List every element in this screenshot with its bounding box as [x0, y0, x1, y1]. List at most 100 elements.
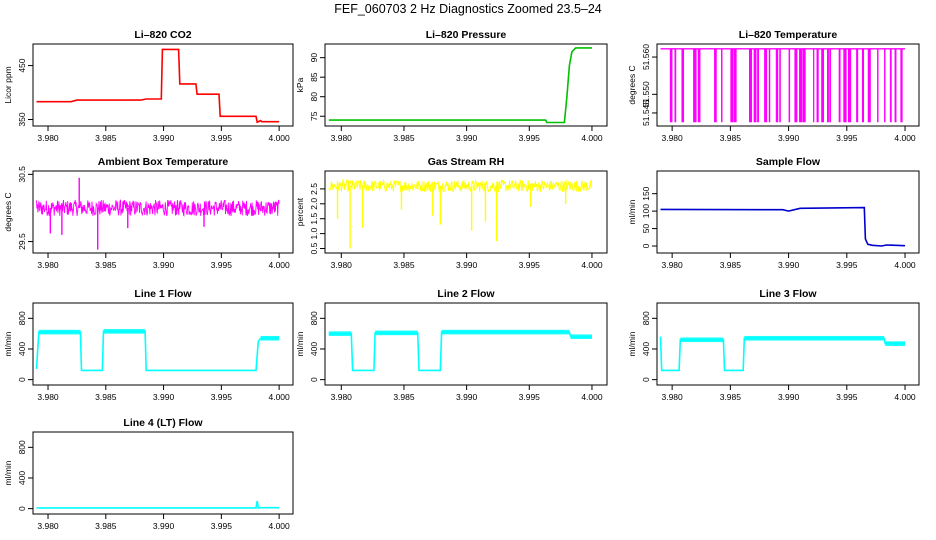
series-drop [681, 48, 685, 123]
y-tick-label: 800 [17, 440, 27, 454]
x-tick-label: 3.990 [456, 133, 478, 143]
y-axis-label: degrees C [627, 65, 637, 104]
chart-panel-7: Line 1 Flow 3.980 3.985 3.990 3.995 4.000 0 400… [3, 288, 294, 402]
series-noise-band [680, 337, 724, 343]
y-tick-label: 2.0 [309, 198, 319, 210]
x-tick-label: 4.000 [268, 521, 290, 531]
y-tick-label: 0 [17, 506, 27, 511]
chart-panel-6: Sample Flow 3.980 3.985 3.990 3.995 4.000 0 50 1… [627, 156, 920, 270]
series-drop [748, 48, 753, 123]
x-tick-label: 3.990 [153, 521, 175, 531]
y-tick-label: 75 [309, 111, 319, 121]
x-tick-label: 3.995 [836, 392, 858, 402]
x-tick-label: 3.980 [331, 392, 353, 402]
x-tick-label: 3.980 [37, 133, 59, 143]
series-line [660, 206, 906, 247]
panel-title: Line 3 Flow [759, 288, 817, 300]
series-line [36, 199, 280, 217]
series-line [659, 336, 905, 372]
figure-title: FEF_060703 2 Hz Diagnostics Zoomed 23.5–… [334, 2, 602, 16]
x-tick-label: 3.990 [778, 392, 800, 402]
x-tick-label: 3.985 [95, 260, 117, 270]
panel-title: Li–820 Temperature [739, 29, 838, 41]
plot-area [328, 178, 593, 249]
x-tick-label: 3.995 [519, 260, 541, 270]
panel-title: Sample Flow [756, 156, 821, 168]
chart-panel-9: Line 3 Flow 3.980 3.985 3.990 3.995 4.000 0 400… [627, 288, 920, 402]
x-tick-label: 3.995 [836, 133, 858, 143]
y-axis-label: ml/min [3, 460, 13, 485]
series-drop [847, 48, 852, 123]
plot-frame [324, 302, 608, 386]
series-drop [730, 48, 734, 123]
x-tick-label: 3.980 [331, 260, 353, 270]
series-drop [894, 48, 897, 123]
plot-area [659, 335, 906, 372]
series-drop [900, 48, 903, 123]
x-tick-label: 3.995 [836, 260, 858, 270]
y-tick-label: 30.5 [17, 166, 27, 183]
y-tick-label: 150 [641, 186, 651, 200]
series-drop [889, 48, 892, 123]
series-drop [775, 48, 779, 123]
series-drop [674, 48, 677, 123]
series-drop [733, 48, 737, 123]
x-tick-label: 3.995 [211, 260, 233, 270]
x-tick-label: 4.000 [894, 392, 916, 402]
x-tick-label: 3.985 [393, 392, 415, 402]
series-line [36, 48, 280, 124]
series-drop [827, 48, 829, 123]
series-drop [829, 48, 832, 123]
series-drop [669, 48, 673, 123]
plot-frame [32, 302, 294, 386]
y-tick-label: 800 [17, 311, 27, 325]
series-drop [714, 48, 717, 123]
y-axis-label: ml/min [627, 199, 637, 224]
x-tick-label: 3.985 [95, 521, 117, 531]
y-tick-label: 51.550 [641, 81, 651, 107]
panel-title: Li–820 Pressure [426, 29, 507, 41]
series-drop [856, 48, 859, 123]
panel-title: Line 4 (LT) Flow [123, 417, 203, 429]
y-tick-label: 800 [641, 311, 651, 325]
series-noise-band [570, 334, 592, 340]
chart-panel-2: Li–820 Pressure 3.980 3.985 3.990 3.995 4.000… [295, 29, 608, 143]
plot-area [36, 48, 280, 124]
plot-frame [32, 431, 294, 515]
series-drop [861, 48, 865, 123]
y-axis-label: degrees C [3, 192, 13, 231]
x-tick-label: 3.990 [153, 133, 175, 143]
y-tick-label: 400 [641, 342, 651, 356]
x-tick-label: 3.985 [95, 133, 117, 143]
y-axis-label: Licor ppm [3, 66, 13, 103]
series-drop [884, 48, 886, 123]
y-tick-label: 85 [309, 72, 319, 82]
plot-frame [324, 170, 608, 254]
y-axis-label: kPa [295, 77, 305, 92]
x-tick-label: 3.990 [456, 392, 478, 402]
series-drop [799, 48, 803, 123]
series-noise-band [885, 341, 906, 346]
series-drop [843, 48, 847, 123]
chart-panel-10: Line 4 (LT) Flow 3.980 3.985 3.990 3.995 4.00… [3, 417, 294, 531]
series-drop [877, 48, 879, 123]
series-drop [764, 48, 768, 123]
series-drop [816, 48, 819, 123]
plot-area [660, 206, 906, 247]
x-tick-label: 4.000 [268, 392, 290, 402]
y-tick-label: 90 [309, 53, 319, 63]
y-tick-label: 1.0 [309, 227, 319, 239]
series-noise-band [441, 329, 570, 335]
chart-panel-5: Gas Stream RH 3.980 3.985 3.990 3.995 4.000 0.… [295, 156, 608, 270]
plot-frame [32, 170, 294, 254]
x-tick-label: 3.980 [331, 133, 353, 143]
x-tick-label: 4.000 [268, 260, 290, 270]
x-tick-label: 3.990 [153, 392, 175, 402]
y-tick-label: 450 [17, 58, 27, 72]
panel-title: Ambient Box Temperature [98, 156, 229, 168]
y-tick-label: 51.545 [641, 100, 651, 126]
x-tick-label: 3.980 [661, 260, 683, 270]
x-tick-label: 3.995 [211, 392, 233, 402]
y-axis-label: ml/min [627, 331, 637, 356]
